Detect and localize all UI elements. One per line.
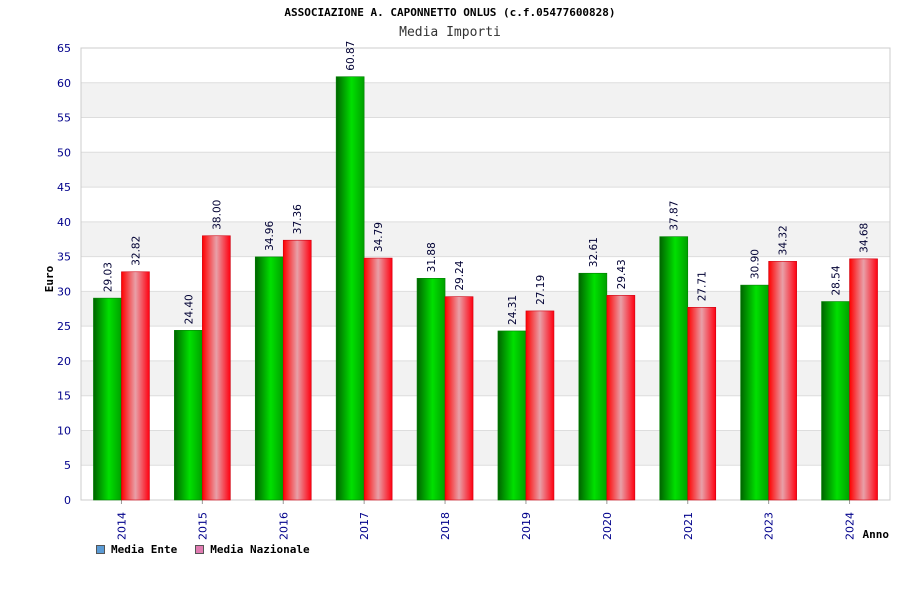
bar-media-ente	[335, 76, 365, 501]
y-tick-label: 15	[57, 390, 71, 403]
bars	[93, 76, 878, 501]
bar-value-label: 34.96	[264, 221, 276, 251]
x-tick-label: 2021	[682, 512, 695, 540]
bar-value-label: 31.88	[426, 242, 438, 272]
bar-value-label: 24.31	[507, 295, 519, 325]
bar-value-label: 37.36	[292, 204, 304, 234]
bar-value-label: 29.43	[616, 259, 628, 289]
bar-media-ente	[93, 297, 122, 501]
legend-swatch	[96, 545, 105, 554]
y-tick-label: 20	[57, 355, 71, 368]
legend-swatch	[195, 545, 205, 554]
x-tick-label: 2015	[196, 512, 209, 540]
bar-media-nazionale	[363, 257, 393, 501]
bar-media-ente	[497, 330, 527, 501]
chart-title: ASSOCIAZIONE A. CAPONNETTO ONLUS (c.f.05…	[284, 6, 616, 19]
x-tick-label: 2024	[844, 512, 857, 540]
grid-band	[81, 82, 890, 118]
bar-media-ente	[174, 330, 203, 501]
bar-media-nazionale	[606, 295, 636, 501]
bar-media-nazionale	[121, 271, 150, 501]
x-axis-title: Anno	[863, 528, 890, 541]
bar-media-nazionale	[202, 235, 231, 501]
bar-media-ente	[659, 236, 689, 501]
bar-media-nazionale	[525, 310, 555, 501]
bar-value-label: 27.71	[697, 271, 709, 301]
y-tick-label: 65	[57, 42, 71, 55]
bar-media-nazionale	[687, 307, 717, 501]
x-tick-label: 2016	[277, 512, 290, 540]
x-tick-label: 2018	[439, 512, 452, 540]
y-tick-label: 45	[57, 181, 71, 194]
y-tick-label: 0	[64, 494, 71, 507]
bar-value-label: 38.00	[211, 200, 223, 230]
y-tick-label: 5	[64, 459, 71, 472]
legend-item-media-ente: Media Ente	[96, 543, 177, 556]
bar-value-label: 32.61	[588, 237, 600, 267]
bar-media-ente	[821, 301, 850, 501]
x-tick-label: 2020	[601, 512, 614, 540]
bar-value-label: 30.90	[750, 249, 762, 279]
bar-media-ente	[740, 284, 769, 501]
bar-value-label: 29.03	[102, 262, 114, 292]
grid-band	[81, 152, 890, 188]
bar-value-label: 34.79	[373, 222, 385, 252]
legend-label: Media Nazionale	[210, 543, 310, 556]
legend: Media Ente Media Nazionale	[96, 543, 310, 556]
bar-value-label: 60.87	[345, 41, 357, 71]
bar-value-label: 34.68	[859, 223, 871, 253]
bar-value-label: 37.87	[669, 201, 681, 231]
bar-media-nazionale	[444, 296, 474, 501]
bar-media-ente	[416, 278, 446, 501]
x-tick-label: 2023	[763, 512, 776, 540]
bar-media-ente	[578, 272, 608, 501]
bar-media-ente	[254, 256, 284, 501]
chart-subtitle: Media Importi	[399, 25, 501, 40]
bar-media-nazionale	[849, 258, 878, 501]
y-tick-label: 30	[57, 285, 71, 298]
x-tick-label: 2019	[520, 512, 533, 540]
bar-media-nazionale	[768, 261, 797, 501]
axes: 0 5 10 15 20 25 30 35 40 45 50 55 60 65 Euro Anno 2014 20…	[43, 42, 889, 541]
y-tick-label: 35	[57, 251, 71, 264]
x-tick-label: 2014	[115, 512, 128, 540]
legend-item-media-nazionale: Media Nazionale	[195, 543, 310, 556]
bar-value-label: 27.19	[535, 275, 547, 305]
y-tick-label: 10	[57, 424, 71, 437]
bar-value-label: 32.82	[130, 236, 142, 266]
x-tick-label: 2017	[358, 512, 371, 540]
bar-value-label: 24.40	[183, 294, 195, 324]
bar-media-nazionale	[282, 239, 312, 501]
plot-frame	[80, 47, 891, 501]
y-tick-label: 50	[57, 146, 71, 159]
y-axis-title: Euro	[43, 265, 56, 292]
y-tick-label: 55	[57, 112, 71, 125]
legend-label: Media Ente	[111, 543, 178, 556]
y-tick-label: 40	[57, 216, 71, 229]
bar-value-label: 28.54	[831, 265, 843, 295]
data-labels: 29.03 32.82 24.40 38.00 34.96 37.36 60.87 34.79…	[102, 41, 870, 325]
bar-value-label: 34.32	[778, 225, 790, 255]
y-tick-label: 25	[57, 320, 71, 333]
y-tick-label: 60	[57, 77, 71, 90]
bar-value-label: 29.24	[454, 260, 466, 290]
